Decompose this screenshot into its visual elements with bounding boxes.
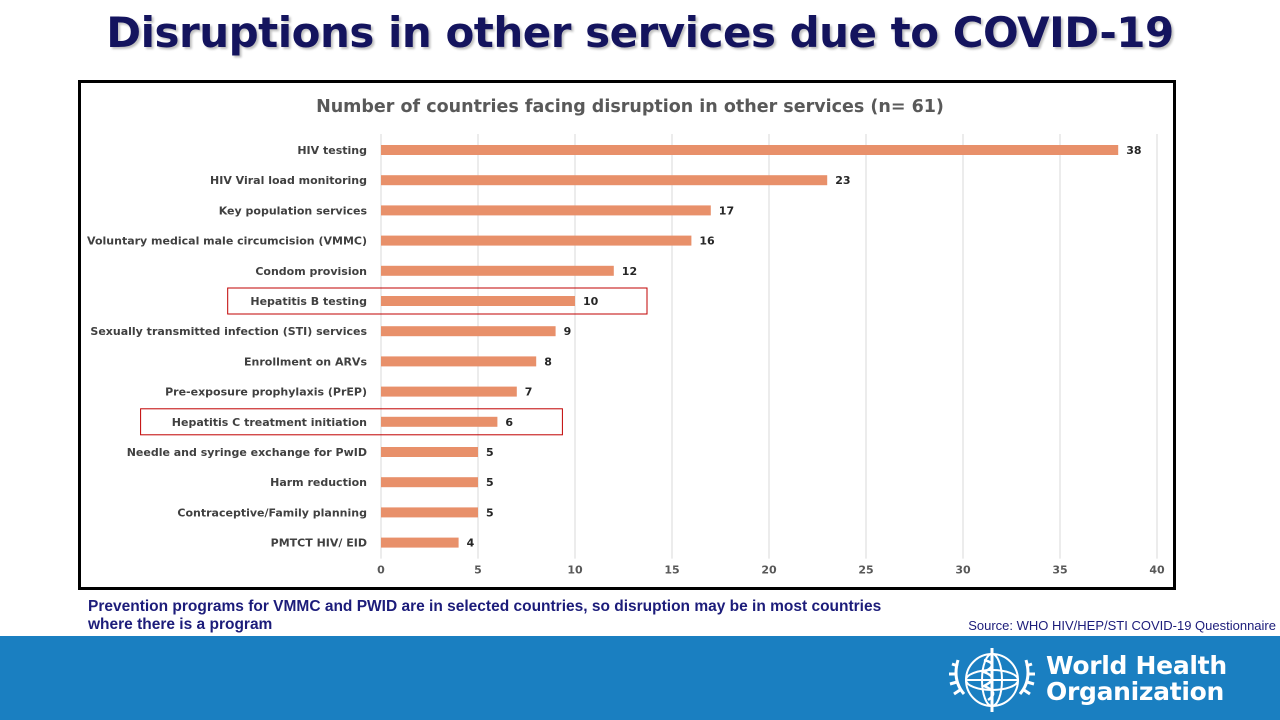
data-label: 9 — [564, 325, 572, 338]
x-tick-label: 25 — [858, 564, 873, 577]
category-label: HIV testing — [297, 144, 367, 157]
bar — [381, 145, 1119, 155]
bar — [381, 296, 575, 306]
category-label: Pre-exposure prophylaxis (PrEP) — [165, 386, 367, 399]
x-tick-label: 20 — [761, 564, 777, 577]
data-label: 16 — [699, 235, 715, 248]
data-label: 23 — [835, 174, 850, 187]
data-label: 7 — [525, 386, 533, 399]
bar — [381, 265, 614, 276]
data-label: 5 — [486, 506, 494, 519]
category-label: Contraceptive/Family planning — [177, 506, 367, 519]
who-wordmark-line2: Organization — [1046, 677, 1225, 706]
footer-bar — [0, 636, 1280, 720]
category-label: Needle and syringe exchange for PwID — [127, 446, 367, 459]
data-label: 8 — [544, 355, 552, 368]
data-label: 17 — [719, 204, 734, 217]
data-label: 38 — [1126, 144, 1141, 157]
bar — [381, 537, 459, 548]
data-label: 10 — [583, 295, 599, 308]
category-label: Sexually transmitted infection (STI) ser… — [90, 325, 367, 338]
who-emblem-icon — [949, 648, 1035, 712]
bar — [381, 205, 711, 216]
category-label: Voluntary medical male circumcision (VMM… — [87, 235, 367, 248]
chart-frame: Number of countries facing disruption in… — [78, 80, 1176, 590]
data-label: 12 — [622, 265, 637, 278]
category-label: Hepatitis C treatment initiation — [172, 416, 367, 429]
x-tick-label: 35 — [1052, 564, 1067, 577]
who-wordmark: World Health Organization — [1046, 653, 1227, 705]
chart-title: Number of countries facing disruption in… — [316, 97, 944, 117]
bar — [381, 386, 517, 397]
x-tick-label: 5 — [474, 564, 482, 577]
bar — [381, 416, 498, 427]
category-label: Key population services — [219, 204, 368, 217]
category-label: Harm reduction — [270, 476, 367, 489]
x-tick-label: 40 — [1149, 564, 1165, 577]
bar — [381, 235, 692, 246]
data-label: 5 — [486, 446, 494, 459]
slide-title: Disruptions in other services due to COV… — [106, 8, 1174, 57]
who-wordmark-line1: World Health — [1046, 651, 1227, 680]
highlight-box — [140, 408, 563, 436]
footnote: Prevention programs for VMMC and PWID ar… — [88, 598, 882, 633]
highlight-box — [227, 287, 648, 315]
bar — [381, 507, 478, 518]
x-tick-label: 30 — [955, 564, 971, 577]
bar — [381, 447, 478, 457]
category-label: Hepatitis B testing — [250, 295, 367, 308]
x-tick-label: 0 — [377, 564, 385, 577]
bar — [381, 356, 537, 367]
category-label: Condom provision — [255, 265, 367, 278]
data-label: 6 — [505, 416, 513, 429]
data-label: 5 — [486, 476, 494, 489]
bar — [381, 477, 478, 488]
category-label: HIV Viral load monitoring — [210, 174, 367, 187]
bar — [381, 175, 828, 186]
category-label: PMTCT HIV/ EID — [271, 537, 367, 550]
category-label: Enrollment on ARVs — [244, 355, 367, 368]
x-tick-label: 15 — [664, 564, 679, 577]
source-citation: Source: WHO HIV/HEP/STI COVID-19 Questio… — [968, 618, 1276, 633]
bar-chart: Number of countries facing disruption in… — [87, 97, 1165, 577]
bar — [381, 326, 556, 337]
x-tick-label: 10 — [567, 564, 583, 577]
data-label: 4 — [467, 537, 475, 550]
